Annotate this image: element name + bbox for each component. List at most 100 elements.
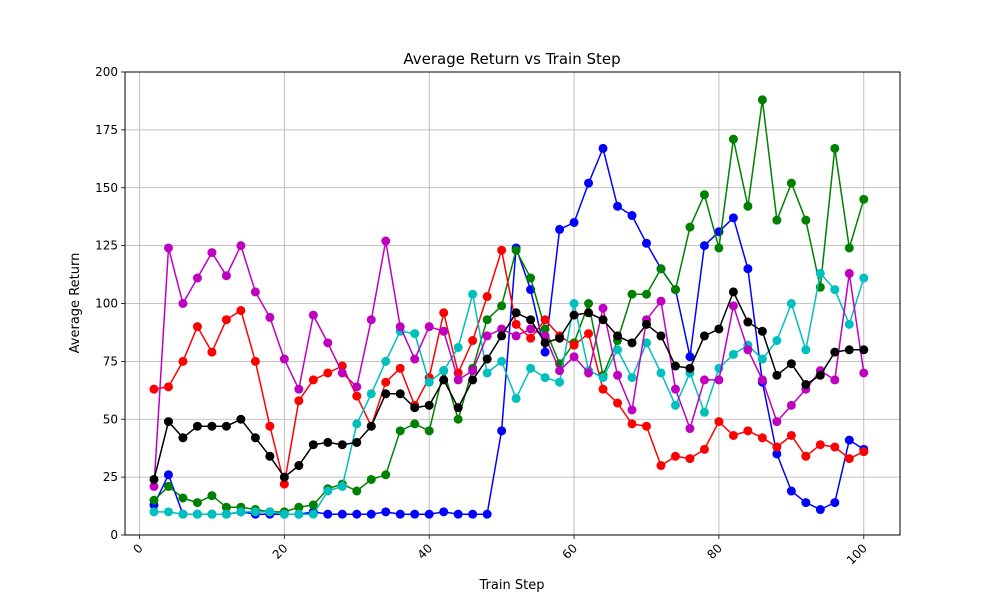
x-axis-label: Train Step	[479, 578, 545, 593]
data-point	[670, 361, 680, 371]
data-point	[540, 315, 550, 325]
data-point	[308, 310, 318, 320]
data-point	[482, 292, 492, 302]
data-point	[598, 143, 608, 153]
data-point	[453, 414, 463, 424]
data-point	[381, 507, 391, 517]
data-point	[453, 342, 463, 352]
data-point	[395, 509, 405, 519]
data-point	[279, 509, 289, 519]
data-point	[641, 319, 651, 329]
data-point	[641, 238, 651, 248]
data-point	[410, 509, 420, 519]
data-point	[859, 273, 869, 283]
data-point	[598, 303, 608, 313]
data-point	[714, 417, 724, 427]
data-point	[178, 433, 188, 443]
data-point	[352, 486, 362, 496]
data-point	[265, 421, 275, 431]
data-point	[627, 289, 637, 299]
data-point	[410, 403, 420, 413]
data-point	[352, 391, 362, 401]
data-point	[772, 215, 782, 225]
data-point	[424, 426, 434, 436]
data-point	[757, 95, 767, 105]
data-point	[526, 273, 536, 283]
data-point	[569, 352, 579, 362]
y-tick-label: 50	[103, 412, 118, 426]
data-point	[366, 421, 376, 431]
data-point	[699, 375, 709, 385]
data-point	[352, 419, 362, 429]
series-5	[149, 236, 869, 491]
data-point	[221, 315, 231, 325]
data-point	[772, 449, 782, 459]
data-point	[714, 375, 724, 385]
data-point	[555, 377, 565, 387]
data-point	[844, 319, 854, 329]
data-point	[569, 310, 579, 320]
series-6	[149, 287, 869, 484]
data-point	[627, 373, 637, 383]
data-point	[250, 287, 260, 297]
data-point	[482, 354, 492, 364]
data-point	[221, 421, 231, 431]
data-point	[786, 359, 796, 369]
data-point	[656, 296, 666, 306]
data-point	[728, 213, 738, 223]
data-point	[308, 440, 318, 450]
data-point	[207, 248, 217, 258]
data-point	[511, 331, 521, 341]
data-point	[743, 201, 753, 211]
data-point	[786, 178, 796, 188]
data-point	[294, 384, 304, 394]
data-point	[236, 414, 246, 424]
data-point	[844, 454, 854, 464]
data-point	[497, 331, 507, 341]
data-point	[410, 354, 420, 364]
data-point	[424, 377, 434, 387]
data-point	[844, 345, 854, 355]
data-point	[772, 417, 782, 427]
data-point	[670, 400, 680, 410]
y-tick-label: 200	[95, 65, 118, 79]
data-point	[699, 444, 709, 454]
data-point	[482, 368, 492, 378]
data-point	[149, 507, 159, 517]
data-point	[815, 505, 825, 515]
data-point	[192, 498, 202, 508]
data-point	[149, 384, 159, 394]
data-point	[801, 215, 811, 225]
data-point	[163, 382, 173, 392]
data-point	[178, 356, 188, 366]
data-point	[221, 502, 231, 512]
data-point	[757, 433, 767, 443]
data-point	[526, 324, 536, 334]
data-point	[786, 400, 796, 410]
data-point	[163, 507, 173, 517]
data-point	[294, 502, 304, 512]
data-point	[439, 326, 449, 336]
data-point	[569, 217, 579, 227]
data-point	[294, 509, 304, 519]
data-point	[859, 345, 869, 355]
data-point	[323, 486, 333, 496]
data-point	[395, 322, 405, 332]
data-point	[178, 493, 188, 503]
data-point	[439, 507, 449, 517]
data-point	[163, 470, 173, 480]
data-point	[294, 396, 304, 406]
data-point	[439, 308, 449, 318]
data-point	[250, 356, 260, 366]
data-point	[526, 333, 536, 343]
data-point	[859, 368, 869, 378]
data-point	[859, 194, 869, 204]
chart-title: Average Return vs Train Step	[403, 50, 620, 68]
data-point	[192, 322, 202, 332]
data-point	[236, 305, 246, 315]
data-point	[699, 190, 709, 200]
data-point	[482, 509, 492, 519]
data-point	[453, 509, 463, 519]
data-point	[511, 308, 521, 318]
